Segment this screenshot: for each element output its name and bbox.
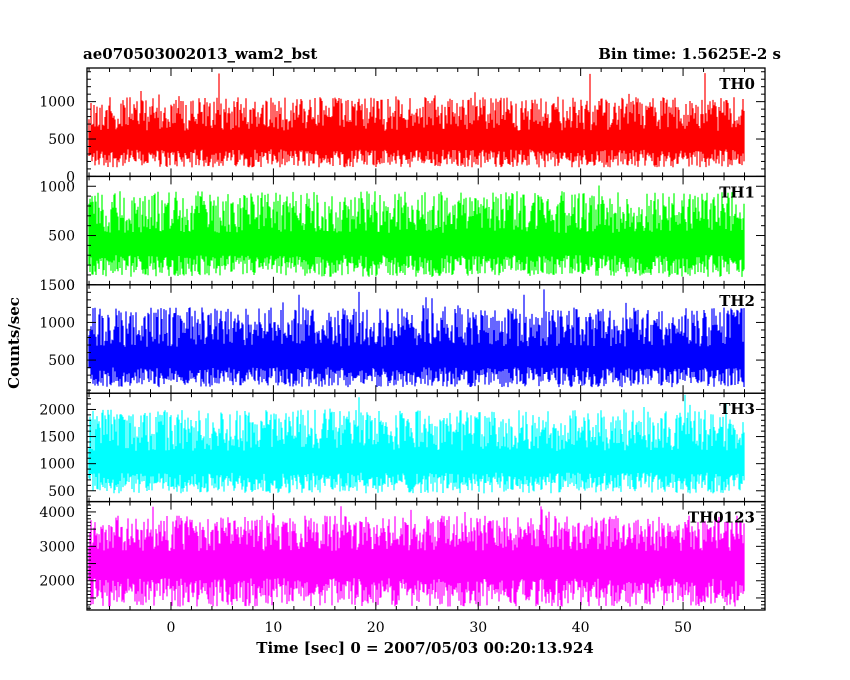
- y-tick-label: 1000: [39, 315, 75, 331]
- panel-label-th3: TH3: [719, 400, 755, 418]
- y-tick-label: 500: [48, 132, 75, 148]
- panel-label-th0: TH0: [719, 75, 755, 93]
- y-tick-label: 3000: [39, 539, 75, 555]
- series-trace-th3: [88, 394, 745, 494]
- bin-time-label: Bin time: 1.5625E-2 s: [598, 45, 781, 63]
- y-tick-label: 4000: [39, 505, 75, 521]
- y-tick-label: 1000: [39, 457, 75, 473]
- series-trace-th1: [88, 185, 745, 277]
- x-tick-label: 50: [674, 620, 692, 636]
- x-axis-label: Time [sec] 0 = 2007/05/03 00:20:13.924: [256, 639, 593, 657]
- y-axis-label: Counts/sec: [5, 297, 23, 389]
- x-tick-label: 40: [572, 620, 590, 636]
- y-tick-label: 1500: [39, 278, 75, 294]
- panel-label-th0123: TH0123: [688, 509, 755, 527]
- series-trace-th2: [88, 289, 745, 388]
- y-tick-label: 500: [48, 353, 75, 369]
- panel-label-th1: TH1: [719, 183, 755, 201]
- x-tick-label: 20: [367, 620, 385, 636]
- x-tick-label: 30: [469, 620, 487, 636]
- y-tick-label: 1000: [39, 179, 75, 195]
- y-tick-label: 500: [48, 484, 75, 500]
- series-trace-th0123: [88, 506, 745, 607]
- panel-label-th2: TH2: [719, 292, 755, 310]
- panel-frame-th0123: [86, 500, 766, 611]
- y-tick-label: 0: [66, 169, 75, 185]
- series-trace-th0: [88, 73, 745, 168]
- y-tick-label: 1500: [39, 430, 75, 446]
- y-tick-label: 2000: [39, 402, 75, 418]
- y-tick-label: 2000: [39, 574, 75, 590]
- x-tick-label: 0: [167, 620, 176, 636]
- x-tick-label: 10: [264, 620, 282, 636]
- y-tick-label: 500: [48, 229, 75, 245]
- y-tick-label: 0: [66, 278, 75, 294]
- y-tick-label: 1000: [39, 95, 75, 111]
- chart-title: ae070503002013_wam2_bst: [83, 45, 317, 63]
